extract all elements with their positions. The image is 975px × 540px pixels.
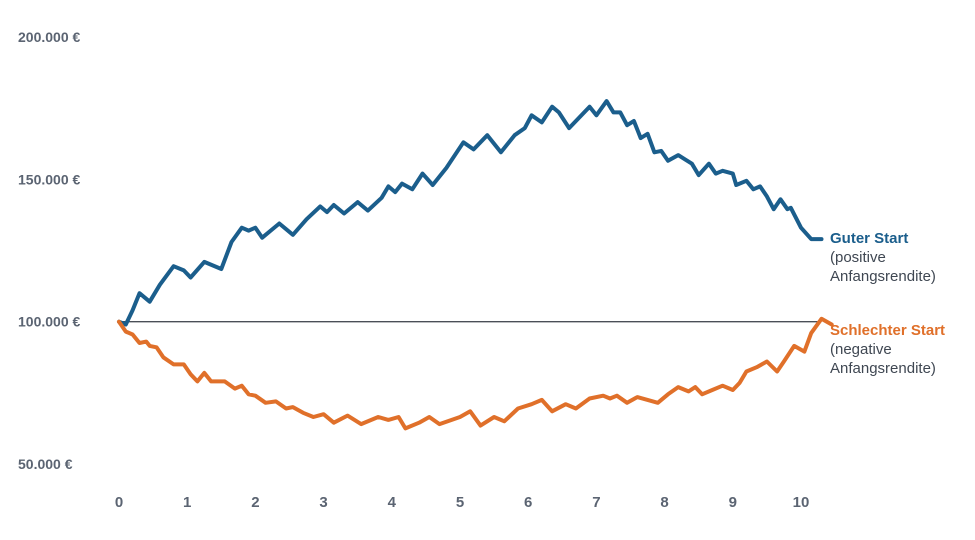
y-tick-label: 100.000 € bbox=[18, 314, 80, 330]
y-tick-label: 150.000 € bbox=[18, 171, 80, 187]
x-tick-label: 10 bbox=[793, 494, 810, 511]
x-tick-label: 4 bbox=[388, 494, 397, 511]
x-tick-label: 1 bbox=[183, 494, 191, 511]
y-tick-label: 50.000 € bbox=[18, 456, 73, 472]
legend-guter-start-name: Guter Start bbox=[830, 230, 909, 247]
series-line-1 bbox=[117, 316, 834, 431]
series-line-0 bbox=[117, 99, 824, 327]
x-axis-ticks: 0 1 2 3 4 5 6 7 8 9 10 bbox=[115, 494, 810, 511]
x-tick-label: 3 bbox=[319, 494, 327, 511]
legend-guter-start-note: (positive Anfangsrendite) bbox=[830, 249, 936, 285]
legend-guter-start: Guter Start (positive Anfangsrendite) bbox=[830, 229, 955, 286]
y-tick-label: 200.000 € bbox=[18, 29, 80, 45]
x-tick-label: 6 bbox=[524, 494, 532, 511]
y-axis-ticks: 200.000 € 150.000 € 100.000 € 50.000 € bbox=[18, 29, 80, 472]
x-tick-label: 0 bbox=[115, 494, 123, 511]
x-tick-label: 9 bbox=[729, 494, 737, 511]
series-lines bbox=[117, 99, 834, 431]
x-tick-label: 7 bbox=[592, 494, 600, 511]
legend-schlechter-start-note: (negative Anfangsrendite) bbox=[830, 341, 936, 377]
x-tick-label: 8 bbox=[660, 494, 668, 511]
legend-schlechter-start: Schlechter Start (negative Anfangsrendit… bbox=[830, 321, 955, 378]
legend-schlechter-start-name: Schlechter Start bbox=[830, 322, 946, 339]
x-tick-label: 5 bbox=[456, 494, 464, 511]
x-tick-label: 2 bbox=[251, 494, 259, 511]
